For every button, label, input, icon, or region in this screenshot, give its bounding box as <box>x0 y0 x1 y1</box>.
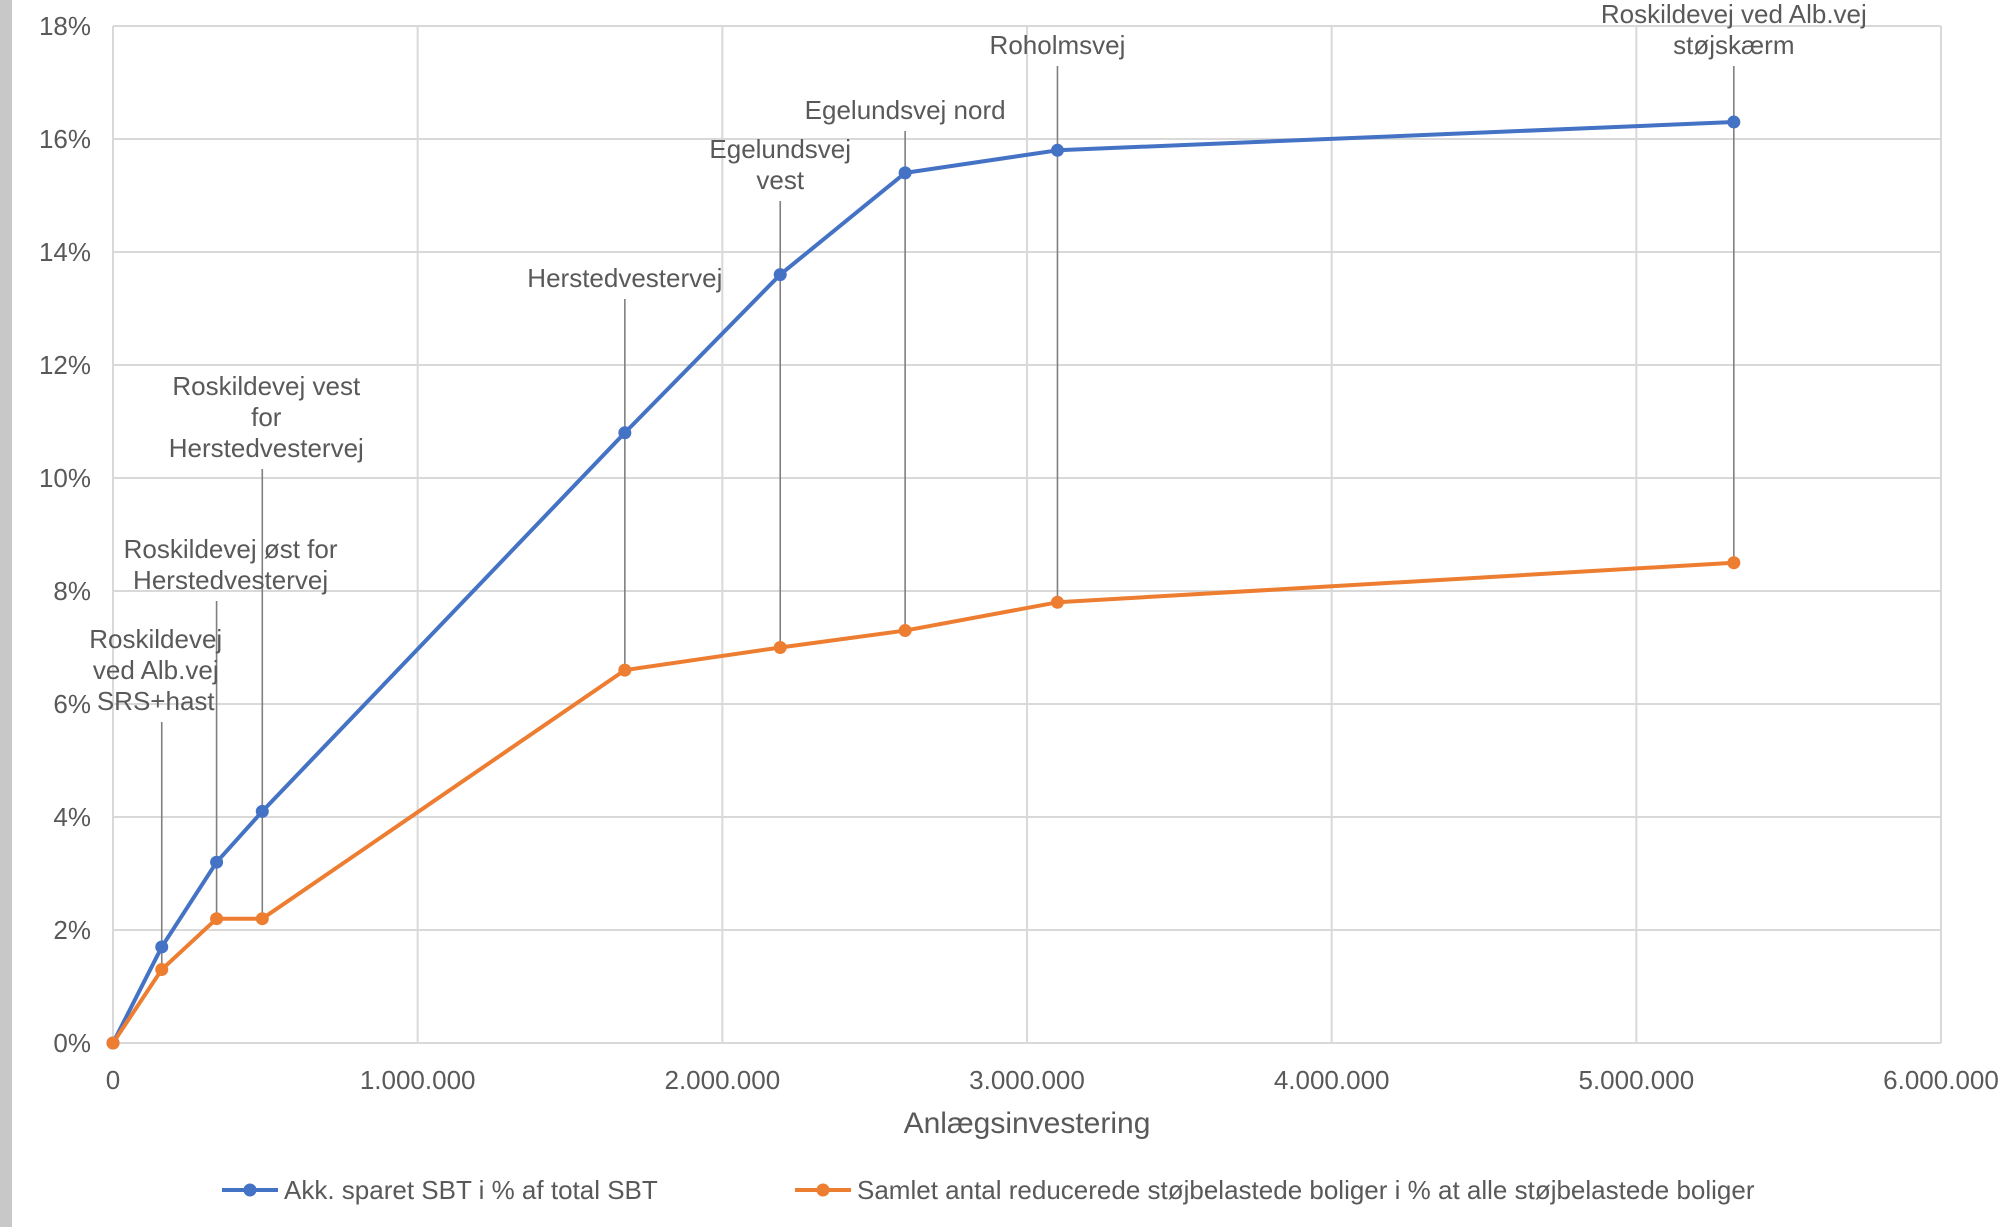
data-point <box>1727 556 1741 570</box>
annotation-line: Egelundsvej nord <box>805 95 1006 125</box>
data-point <box>210 855 224 869</box>
y-tick-label: 2% <box>53 915 91 945</box>
annotation-label: Herstedvestervej <box>527 263 722 293</box>
data-point <box>255 804 269 818</box>
y-tick-label: 0% <box>53 1028 91 1058</box>
legend-swatch-marker <box>816 1183 830 1197</box>
x-tick-label: 6.000.000 <box>1883 1065 1999 1095</box>
series-points <box>106 115 1741 1050</box>
x-tick-label: 0 <box>106 1065 120 1095</box>
annotation-line: vest <box>756 165 804 195</box>
data-point <box>773 268 787 282</box>
x-tick-label: 4.000.000 <box>1274 1065 1390 1095</box>
x-axis-title: Anlægsinvestering <box>904 1107 1151 1140</box>
x-tick-label: 2.000.000 <box>664 1065 780 1095</box>
annotation-line: ved Alb.vej <box>93 655 219 685</box>
y-tick-label: 6% <box>53 689 91 719</box>
annotation-label: Roskildevej ved Alb.vej støjskærm <box>1601 0 1867 60</box>
y-tick-labels: 0% 2% 4% 6% 8% 10% 12% 14% 16% 18% <box>39 11 91 1058</box>
legend-swatch-marker <box>243 1183 257 1197</box>
annotation-line: Roskildevej ved Alb.vej <box>1601 0 1867 29</box>
annotation-label: Roskildevej øst for Herstedvestervej <box>124 534 338 595</box>
annotation-line: Roskildevej <box>89 624 222 654</box>
annotation-label: Egelundsvej vest <box>709 134 851 195</box>
annotation-label: Egelundsvej nord <box>805 95 1006 125</box>
legend: Akk. sparet SBT i % af total SBT Samlet a… <box>222 1175 1755 1205</box>
y-tick-label: 14% <box>39 237 91 267</box>
data-point <box>1050 595 1064 609</box>
series-line-2 <box>111 560 1734 1045</box>
y-tick-label: 12% <box>39 350 91 380</box>
y-tick-label: 10% <box>39 463 91 493</box>
legend-label: Akk. sparet SBT i % af total SBT <box>284 1175 658 1205</box>
data-point <box>618 426 632 440</box>
data-point <box>155 940 169 954</box>
series-line-1 <box>111 120 1734 1044</box>
legend-label: Samlet antal reducerede støjbelastede bo… <box>857 1175 1755 1205</box>
data-point <box>106 1036 120 1050</box>
annotation-labels: Roskildevej ved Alb.vej SRS+hastRoskildeve… <box>89 0 1867 716</box>
annotation-line: Herstedvestervej <box>527 263 722 293</box>
y-tick-label: 4% <box>53 802 91 832</box>
x-tick-label: 5.000.000 <box>1578 1065 1694 1095</box>
annotation-label: Roskildevej ved Alb.vej SRS+hast <box>89 624 222 716</box>
data-point <box>898 166 912 180</box>
data-point <box>898 624 912 638</box>
annotation-line: støjskærm <box>1673 30 1794 60</box>
x-tick-label: 1.000.000 <box>360 1065 476 1095</box>
annotation-line: Herstedvestervej <box>133 565 328 595</box>
annotation-line: for <box>251 402 282 432</box>
annotation-label: Roskildevej vest for Herstedvestervej <box>169 371 364 463</box>
annotation-connectors <box>160 66 1735 970</box>
series-lines <box>111 120 1734 1045</box>
data-point <box>618 663 632 677</box>
annotation-line: Egelundsvej <box>709 134 851 164</box>
annotation-label: Roholmsvej <box>990 30 1126 60</box>
annotation-line: SRS+hast <box>97 686 216 716</box>
grid-lines <box>112 25 1942 1044</box>
y-tick-label: 8% <box>53 576 91 606</box>
data-point <box>155 963 169 977</box>
annotation-line: Roskildevej vest <box>172 371 361 401</box>
annotation-line: Roholmsvej <box>990 30 1126 60</box>
annotation-line: Roskildevej øst for <box>124 534 338 564</box>
data-point <box>773 641 787 654</box>
data-point <box>1727 115 1741 129</box>
annotation-line: Herstedvestervej <box>169 433 364 463</box>
x-tick-labels: 0 1.000.000 2.000.000 3.000.000 4.000.000 5.0… <box>106 1065 1999 1095</box>
data-point <box>255 912 269 926</box>
frame-left-border <box>0 0 12 1227</box>
data-point <box>1050 143 1064 157</box>
y-tick-label: 16% <box>39 124 91 154</box>
x-tick-label: 3.000.000 <box>969 1065 1085 1095</box>
data-point <box>210 912 224 926</box>
y-tick-label: 18% <box>39 11 91 41</box>
